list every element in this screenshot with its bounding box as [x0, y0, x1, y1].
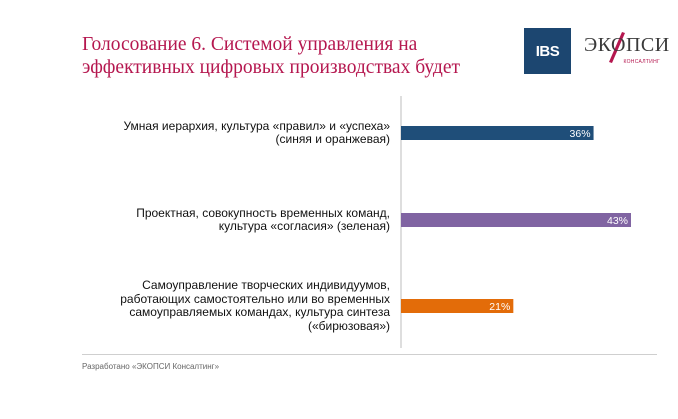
ecopsy-logo-word: ЭКОПСИ: [584, 34, 670, 56]
ecopsy-logo: ЭКОПСИ КОНСАЛТИНГ: [584, 32, 670, 72]
category-label-line: Самоуправление творческих индивидуумов,: [142, 278, 390, 292]
footer-divider: [82, 354, 657, 355]
category-label-line: Умная иерархия, культура «правил» и «усп…: [123, 118, 390, 133]
ecopsy-logo-slash-icon: [609, 32, 625, 63]
category-label-line: («бирюзовая»): [307, 318, 390, 333]
category-label-line: работающих самостоятельно или во временн…: [120, 291, 390, 306]
bar: [401, 126, 594, 140]
category-label-line: культура «согласия» (зеленая): [218, 219, 390, 233]
bar: [401, 299, 514, 313]
bar-value-label: 36%: [570, 128, 591, 140]
bar: [401, 213, 631, 227]
category-label-line: самоуправляемых командах, культура синте…: [129, 305, 390, 319]
bar-value-label: 21%: [489, 301, 510, 313]
footer-credit: Разработано «ЭКОПСИ Консалтинг»: [82, 362, 220, 371]
ecopsy-logo-subtitle: КОНСАЛТИНГ: [623, 59, 660, 65]
ibs-logo-text: IBS: [535, 42, 560, 60]
category-label: Самоуправление творческих индивидуумов, р…: [80, 278, 390, 333]
bar-value-label: 43%: [607, 215, 628, 227]
ibs-logo: IBS: [524, 28, 571, 74]
category-label-line: Проектная, совокупность временных команд…: [136, 205, 390, 220]
category-label: Проектная, совокупность временных команд…: [80, 205, 390, 234]
category-label-line: (синяя и оранжевая): [275, 132, 390, 146]
category-label: Умная иерархия, культура «правил» и «усп…: [80, 118, 390, 147]
page-title: Голосование 6. Системой управления на эф…: [82, 34, 461, 78]
